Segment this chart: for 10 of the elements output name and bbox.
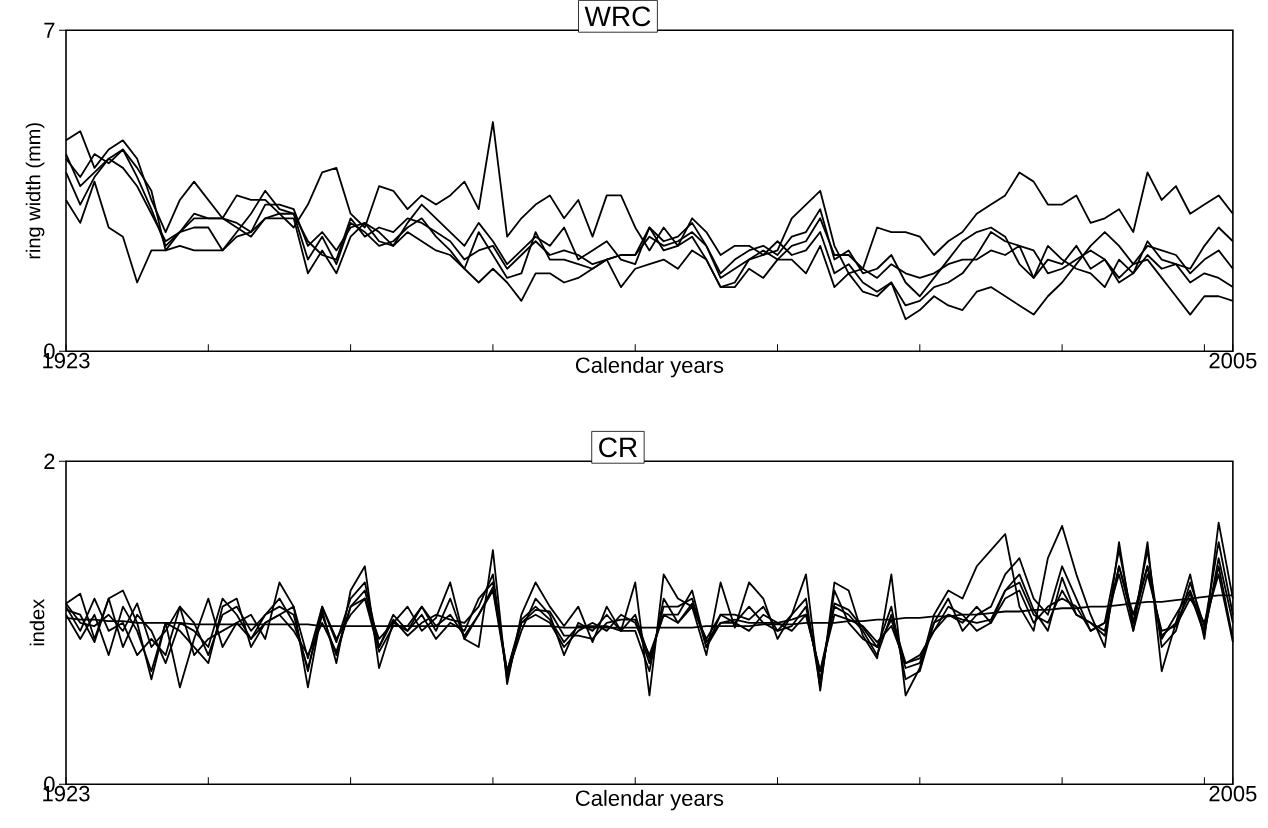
x-axis-title: Calendar years bbox=[575, 789, 724, 811]
x-axis-title: Calendar years bbox=[575, 356, 724, 378]
x-tick-label: 2005 bbox=[1209, 352, 1257, 369]
y-axis-title: index bbox=[29, 598, 45, 646]
y-axis-title: ring width (mm) bbox=[25, 123, 45, 259]
x-tick-label: 2005 bbox=[1209, 785, 1257, 802]
chart-title: WRC bbox=[584, 6, 651, 27]
y-tick-label: 7 bbox=[44, 22, 55, 38]
y-tick-label: 2 bbox=[44, 453, 55, 469]
chart-title: CR bbox=[599, 437, 637, 458]
